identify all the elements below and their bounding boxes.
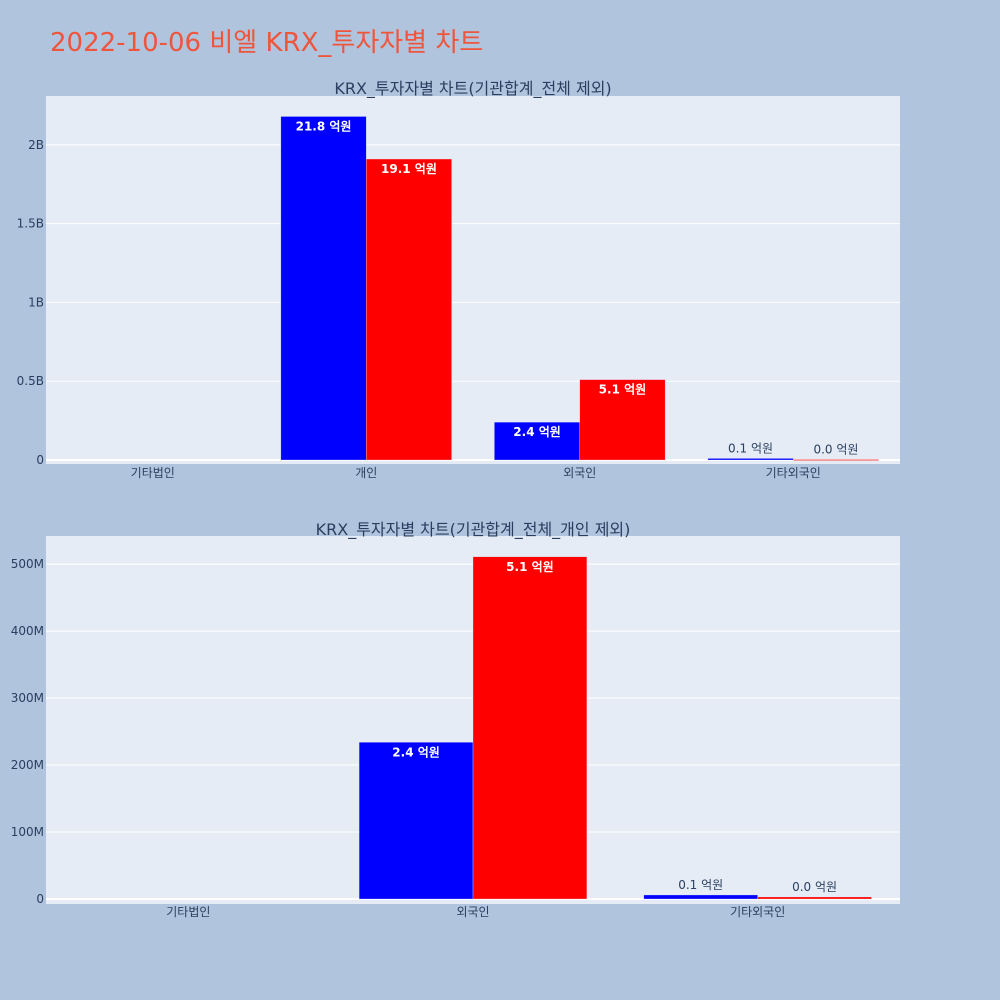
bar: [358, 742, 474, 900]
bar: [793, 459, 879, 461]
x-tick-label: 기타법인: [166, 905, 210, 919]
data-label: 0.0 억원: [792, 880, 837, 894]
y-tick-label: 0.5B: [17, 374, 44, 388]
bar: [280, 116, 367, 461]
y-tick-label: 2B: [28, 138, 44, 152]
y-tick-label: 300M: [11, 691, 44, 705]
chart-title: KRX_투자자별 차트(기관합계_전체 제외): [334, 79, 611, 99]
chart-title: KRX_투자자별 차트(기관합계_전체_개인 제외): [316, 520, 631, 540]
x-tick-label: 외국인: [456, 905, 489, 919]
data-label: 21.8 억원: [296, 119, 352, 133]
x-tick-label: 개인: [355, 466, 377, 480]
plot-area: [46, 96, 900, 464]
data-label: 0.1 억원: [678, 878, 723, 892]
bar: [643, 894, 758, 900]
x-tick-label: 기타외국인: [730, 905, 785, 919]
chart-top: 0 0.5B 1B 1.5B 2B KRX_투자자별 차트(기관합계_전체 제외) 기타법인…: [17, 79, 900, 480]
data-label: 0.1 억원: [728, 441, 773, 455]
bar: [757, 896, 872, 900]
data-label: 2.4 억원: [513, 425, 561, 439]
bar: [494, 421, 581, 461]
y-tick-label: 100M: [11, 825, 44, 839]
data-label: 5.1 억원: [599, 383, 647, 397]
data-label: 0.0 억원: [813, 443, 858, 457]
page-title: 2022-10-06 비엘 KRX_투자자별 차트: [50, 28, 484, 58]
y-tick-label: 0: [36, 453, 44, 467]
bar: [579, 379, 666, 461]
x-tick-label: 기타외국인: [766, 466, 821, 480]
y-tick-label: 1.5B: [17, 217, 44, 231]
bar: [366, 158, 452, 461]
y-tick-label: 1B: [28, 295, 44, 309]
data-label: 19.1 억원: [381, 162, 437, 176]
bar: [472, 556, 588, 900]
data-label: 5.1 억원: [506, 560, 554, 574]
y-tick-label: 0: [36, 892, 44, 906]
y-tick-label: 500M: [11, 557, 44, 571]
y-tick-label: 200M: [11, 758, 44, 772]
y-tick-label: 400M: [11, 624, 44, 638]
x-tick-label: 기타법인: [131, 466, 175, 480]
data-label: 2.4 억원: [392, 745, 440, 759]
bar: [707, 458, 794, 461]
x-tick-label: 외국인: [563, 466, 596, 480]
